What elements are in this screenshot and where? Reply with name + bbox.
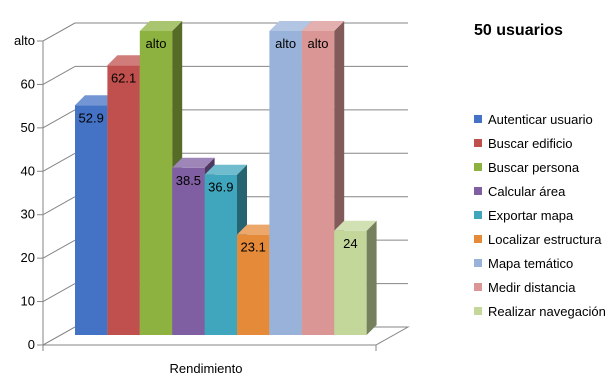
gridline-side <box>42 65 76 85</box>
gridline-side <box>42 239 76 259</box>
y-tick-label: 10 <box>21 294 35 309</box>
bar-front <box>334 230 367 335</box>
legend-swatch <box>474 235 482 243</box>
legend-label: Mapa temático <box>488 255 574 271</box>
legend-item: Calcular área <box>474 179 606 203</box>
y-tick-label: 30 <box>21 207 35 222</box>
data-label: 24 <box>343 236 357 251</box>
legend-swatch <box>474 115 482 123</box>
legend-swatch <box>474 163 482 171</box>
legend-label: Buscar persona <box>488 159 580 175</box>
data-label: alto <box>308 36 329 51</box>
bar-side <box>366 220 377 335</box>
legend-label: Calcular área <box>488 183 566 199</box>
y-tick-label: alto <box>14 33 35 48</box>
data-label: alto <box>275 36 296 51</box>
bar-top <box>75 95 118 106</box>
gridline-side <box>42 283 76 303</box>
y-tick-label: 50 <box>21 120 35 135</box>
legend-label: Buscar edificio <box>488 135 573 151</box>
bar-front <box>301 31 335 335</box>
y-tick-label: 40 <box>21 163 35 178</box>
legend-item: Autenticar usuario <box>474 107 606 131</box>
legend-label: Exportar mapa <box>488 207 574 223</box>
legend-item: Mapa temático <box>474 251 606 275</box>
bar-front <box>237 234 270 335</box>
bar-series-group: 52.9 62.1 alto 38.5 36.9 23.1 alto alto 24 <box>75 21 377 336</box>
bar-top <box>301 21 345 31</box>
legend-label: Realizar navegación <box>488 303 606 319</box>
legend-swatch <box>474 307 482 315</box>
chart-title: 50 usuarios <box>474 22 563 39</box>
gridline-side <box>42 109 76 129</box>
legend-item: Realizar navegación <box>474 299 606 323</box>
bar-front <box>107 65 140 336</box>
y-tick-label: 60 <box>21 76 35 91</box>
bar-front <box>75 105 108 336</box>
legend-label: Localizar estructura <box>488 231 602 247</box>
data-label: 23.1 <box>241 240 266 255</box>
legend-label: Autenticar usuario <box>488 111 593 127</box>
bar-front <box>139 31 173 335</box>
gridline-side <box>42 152 76 172</box>
bar-top <box>237 224 280 235</box>
bar-front <box>204 174 237 335</box>
y-tick-label: 0 <box>28 337 35 352</box>
legend-item: Localizar estructura <box>474 227 606 251</box>
legend-swatch <box>474 259 482 267</box>
legend-item: Medir distancia <box>474 275 606 299</box>
bar-front <box>172 167 205 335</box>
data-label: alto <box>146 36 167 51</box>
bar-top <box>139 21 183 31</box>
bar-top <box>172 157 215 168</box>
y-tick-label: 20 <box>21 250 35 265</box>
bar-top <box>204 164 247 175</box>
bar-top <box>107 55 150 66</box>
data-label: 62.1 <box>111 70 136 85</box>
legend-swatch <box>474 187 482 195</box>
data-label: 38.5 <box>176 173 201 188</box>
bar-front <box>269 31 302 335</box>
legend: Autenticar usuario Buscar edificio Buscar … <box>474 107 606 323</box>
bar-top <box>334 220 377 231</box>
gridline-side <box>42 22 76 42</box>
bar: 24 <box>334 220 377 335</box>
legend-item: Buscar persona <box>474 155 606 179</box>
legend-swatch <box>474 211 482 219</box>
legend-item: Buscar edificio <box>474 131 606 155</box>
bar-top <box>269 21 312 31</box>
legend-item: Exportar mapa <box>474 203 606 227</box>
data-label: 36.9 <box>208 180 233 195</box>
legend-swatch <box>474 139 482 147</box>
x-category-label: Rendimiento <box>170 361 243 376</box>
data-label: 52.9 <box>79 110 104 125</box>
gridline-side <box>42 196 76 216</box>
legend-label: Medir distancia <box>488 279 576 295</box>
legend-swatch <box>474 283 482 291</box>
